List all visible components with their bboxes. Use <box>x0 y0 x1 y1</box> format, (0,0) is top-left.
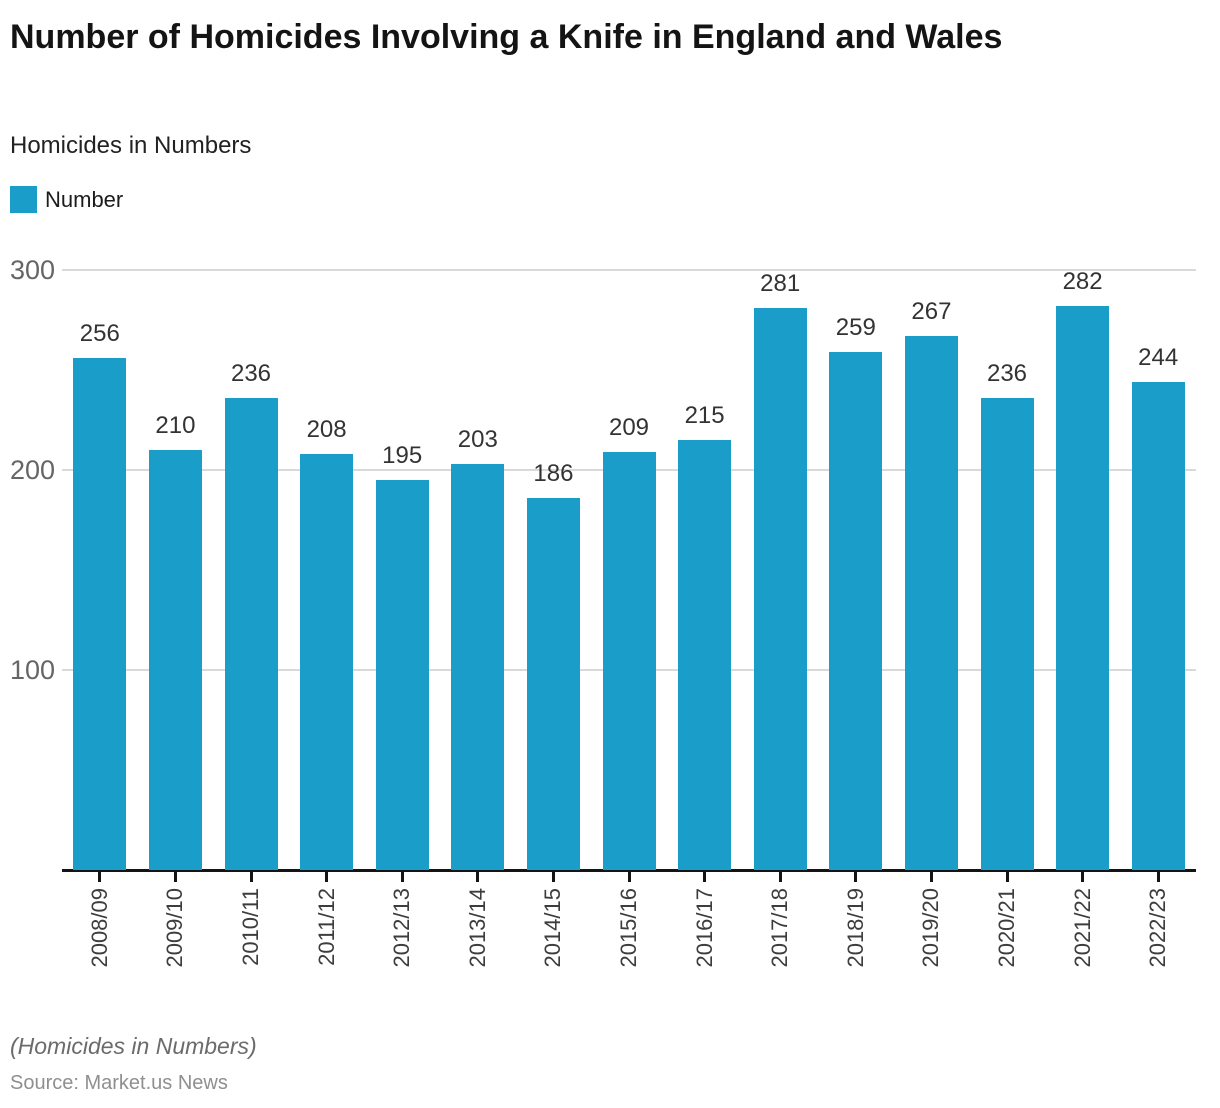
bar-2016/17[interactable] <box>678 440 732 870</box>
y-axis-label-200: 200 <box>10 455 56 485</box>
x-axis-label-2016/17: 2016/17 <box>691 888 717 968</box>
bar-value-label-2019/20: 267 <box>911 298 952 325</box>
bar-2008/09[interactable] <box>73 358 127 870</box>
x-axis-label-2019/20: 2019/20 <box>918 888 944 968</box>
bar-value-label-2021/22: 282 <box>1062 268 1103 295</box>
x-axis-tick <box>551 871 555 882</box>
bar-2014/15[interactable] <box>526 498 580 870</box>
bar-2012/13[interactable] <box>375 480 429 870</box>
x-axis-tick <box>476 871 480 882</box>
bar-value-label-2017/18: 281 <box>760 270 801 297</box>
bar-2009/10[interactable] <box>148 450 202 870</box>
x-axis-tick <box>173 871 177 882</box>
bar-2015/16[interactable] <box>602 452 656 870</box>
bar-value-label-2018/19: 259 <box>835 314 876 341</box>
bar-value-label-2022/23: 244 <box>1138 344 1179 371</box>
bar-2011/12[interactable] <box>300 454 354 870</box>
x-axis-label-2018/19: 2018/19 <box>842 888 868 968</box>
x-axis-tick <box>929 871 933 882</box>
x-axis-label-2013/14: 2013/14 <box>464 888 490 968</box>
x-axis-tick <box>325 871 329 882</box>
x-axis-tick <box>98 871 102 882</box>
x-axis-tick <box>778 871 782 882</box>
x-axis-label-2015/16: 2015/16 <box>616 888 641 968</box>
x-axis-label-2009/10: 2009/10 <box>162 888 188 968</box>
bar-2020/21[interactable] <box>980 398 1034 870</box>
x-axis-label-2021/22: 2021/22 <box>1069 888 1095 968</box>
x-axis-label-2012/13: 2012/13 <box>389 888 415 968</box>
legend-swatch-icon <box>10 186 37 213</box>
legend-label: Number <box>45 186 124 212</box>
x-axis-label-2022/23: 2022/23 <box>1145 888 1171 968</box>
x-axis-label-2011/12: 2011/12 <box>313 888 339 966</box>
chart-title: Number of Homicides Involving a Knife in… <box>10 18 1003 56</box>
bar-value-label-2009/10: 210 <box>155 412 196 439</box>
x-axis-tick <box>400 871 404 882</box>
x-axis-tick <box>627 871 631 882</box>
x-axis-tick <box>1081 871 1085 882</box>
plot-area: 256 2008/09 210 2009/10 236 2010/11 208 2011/12… <box>62 268 1196 968</box>
bar-value-label-2010/11: 236 <box>230 360 272 387</box>
y-axis-label-100: 100 <box>10 655 56 685</box>
x-axis-tick <box>854 871 858 882</box>
bar-2021/22[interactable] <box>1056 306 1110 870</box>
x-axis-label-2014/15: 2014/15 <box>540 888 566 968</box>
bar-2018/19[interactable] <box>829 352 883 870</box>
gridline-300 <box>62 269 1196 271</box>
bar-2017/18[interactable] <box>753 308 807 870</box>
bar-value-label-2014/15: 186 <box>533 460 574 487</box>
bar-value-label-2020/21: 236 <box>986 360 1028 387</box>
bar-value-label-2015/16: 209 <box>608 414 650 441</box>
bar-value-label-2016/17: 215 <box>684 402 725 429</box>
chart-subtitle: Homicides in Numbers <box>10 132 252 159</box>
x-axis-tick <box>1005 871 1009 882</box>
x-axis-tick <box>703 871 707 882</box>
bar-2013/14[interactable] <box>451 464 505 870</box>
footer-note: (Homicides in Numbers) <box>10 1033 257 1059</box>
bar-value-label-2013/14: 203 <box>457 426 498 453</box>
x-axis-tick <box>249 871 253 882</box>
x-axis-label-2010/11: 2010/11 <box>238 888 263 966</box>
bar-value-label-2011/12: 208 <box>306 416 347 443</box>
x-axis-label-2020/21: 2020/21 <box>994 888 1019 968</box>
x-axis-tick <box>1156 871 1160 882</box>
y-axis-label-300: 300 <box>10 255 56 285</box>
bar-2019/20[interactable] <box>904 336 958 870</box>
bar-value-label-2008/09: 256 <box>79 320 120 347</box>
source-credit: Source: Market.us News <box>10 1072 228 1094</box>
x-axis-line <box>62 869 1196 872</box>
x-axis-label-2017/18: 2017/18 <box>767 888 793 968</box>
bar-2010/11[interactable] <box>224 398 278 870</box>
legend-item-number[interactable]: Number <box>10 186 123 213</box>
bar-value-label-2012/13: 195 <box>382 442 423 469</box>
x-axis-label-2008/09: 2008/09 <box>86 888 112 968</box>
bar-2022/23[interactable] <box>1131 382 1185 870</box>
